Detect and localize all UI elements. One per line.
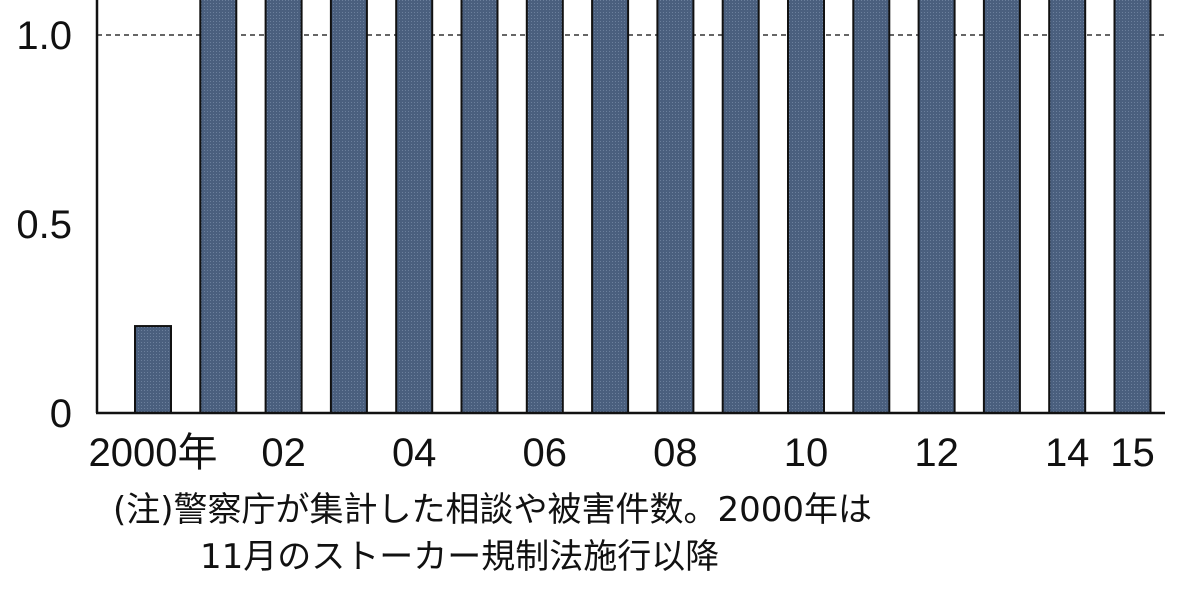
bar [395,0,434,414]
bar [591,0,630,414]
bar [787,0,825,414]
bar [1048,0,1087,415]
y-tick-label: 1.0 [16,14,72,58]
bar [1113,0,1152,415]
x-tick-label: 08 [653,431,698,475]
bar [329,0,368,415]
bar [656,0,695,414]
gridlines [97,34,1165,36]
x-tick-labels: 2000年 02 04 06 08 10 12 14 15 [89,431,1155,475]
y-tick-label: 0.5 [16,203,72,247]
x-tick-label: 2000年 [89,431,218,475]
bar [199,0,238,414]
note-line-1: (注)警察庁が集計した相談や被害件数。2000年は [113,490,873,530]
x-tick-label: 02 [261,431,306,475]
x-tick-label: 10 [784,431,829,475]
bar [917,0,956,414]
note-line-2: 11月のストーカー規制法施行以降 [200,537,720,577]
axes [95,0,1165,415]
x-tick-label: 14 [1045,431,1090,475]
bar [852,0,891,414]
bar [525,0,564,414]
x-tick-label: 06 [523,431,568,475]
bar [134,325,172,414]
x-tick-label: 04 [392,431,437,475]
y-tick-label: 0 [50,392,72,436]
y-tick-labels: 00.51.01.52.0 [16,14,72,436]
bar [721,0,760,414]
bar [982,0,1021,415]
bar [460,0,499,415]
bars [134,0,1152,415]
bar [264,0,303,415]
x-tick-label: 12 [914,431,959,475]
x-tick-label: 15 [1110,431,1155,475]
